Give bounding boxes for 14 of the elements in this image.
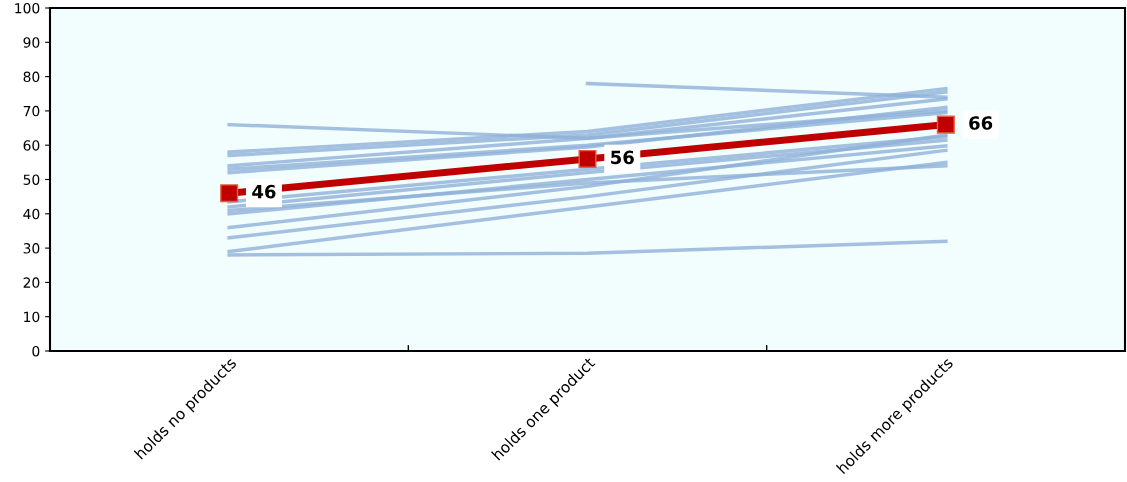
- y-tick-label: 50: [23, 174, 40, 185]
- y-tick-label: 20: [23, 277, 40, 288]
- y-tick-label: 70: [23, 105, 40, 117]
- y-tick-label: 30: [23, 243, 40, 254]
- y-tick-label: 100: [15, 2, 40, 14]
- y-tick-label: 60: [23, 140, 40, 151]
- data-label: 56: [611, 150, 634, 165]
- y-tick-label: 0: [32, 345, 40, 357]
- data-label: 66: [969, 116, 993, 130]
- y-tick-label: 40: [23, 208, 40, 220]
- y-tick-label: 10: [24, 311, 40, 323]
- y-tick-label: 80: [23, 71, 40, 83]
- data-label: 46: [252, 184, 276, 199]
- y-tick-label: 90: [23, 37, 40, 48]
